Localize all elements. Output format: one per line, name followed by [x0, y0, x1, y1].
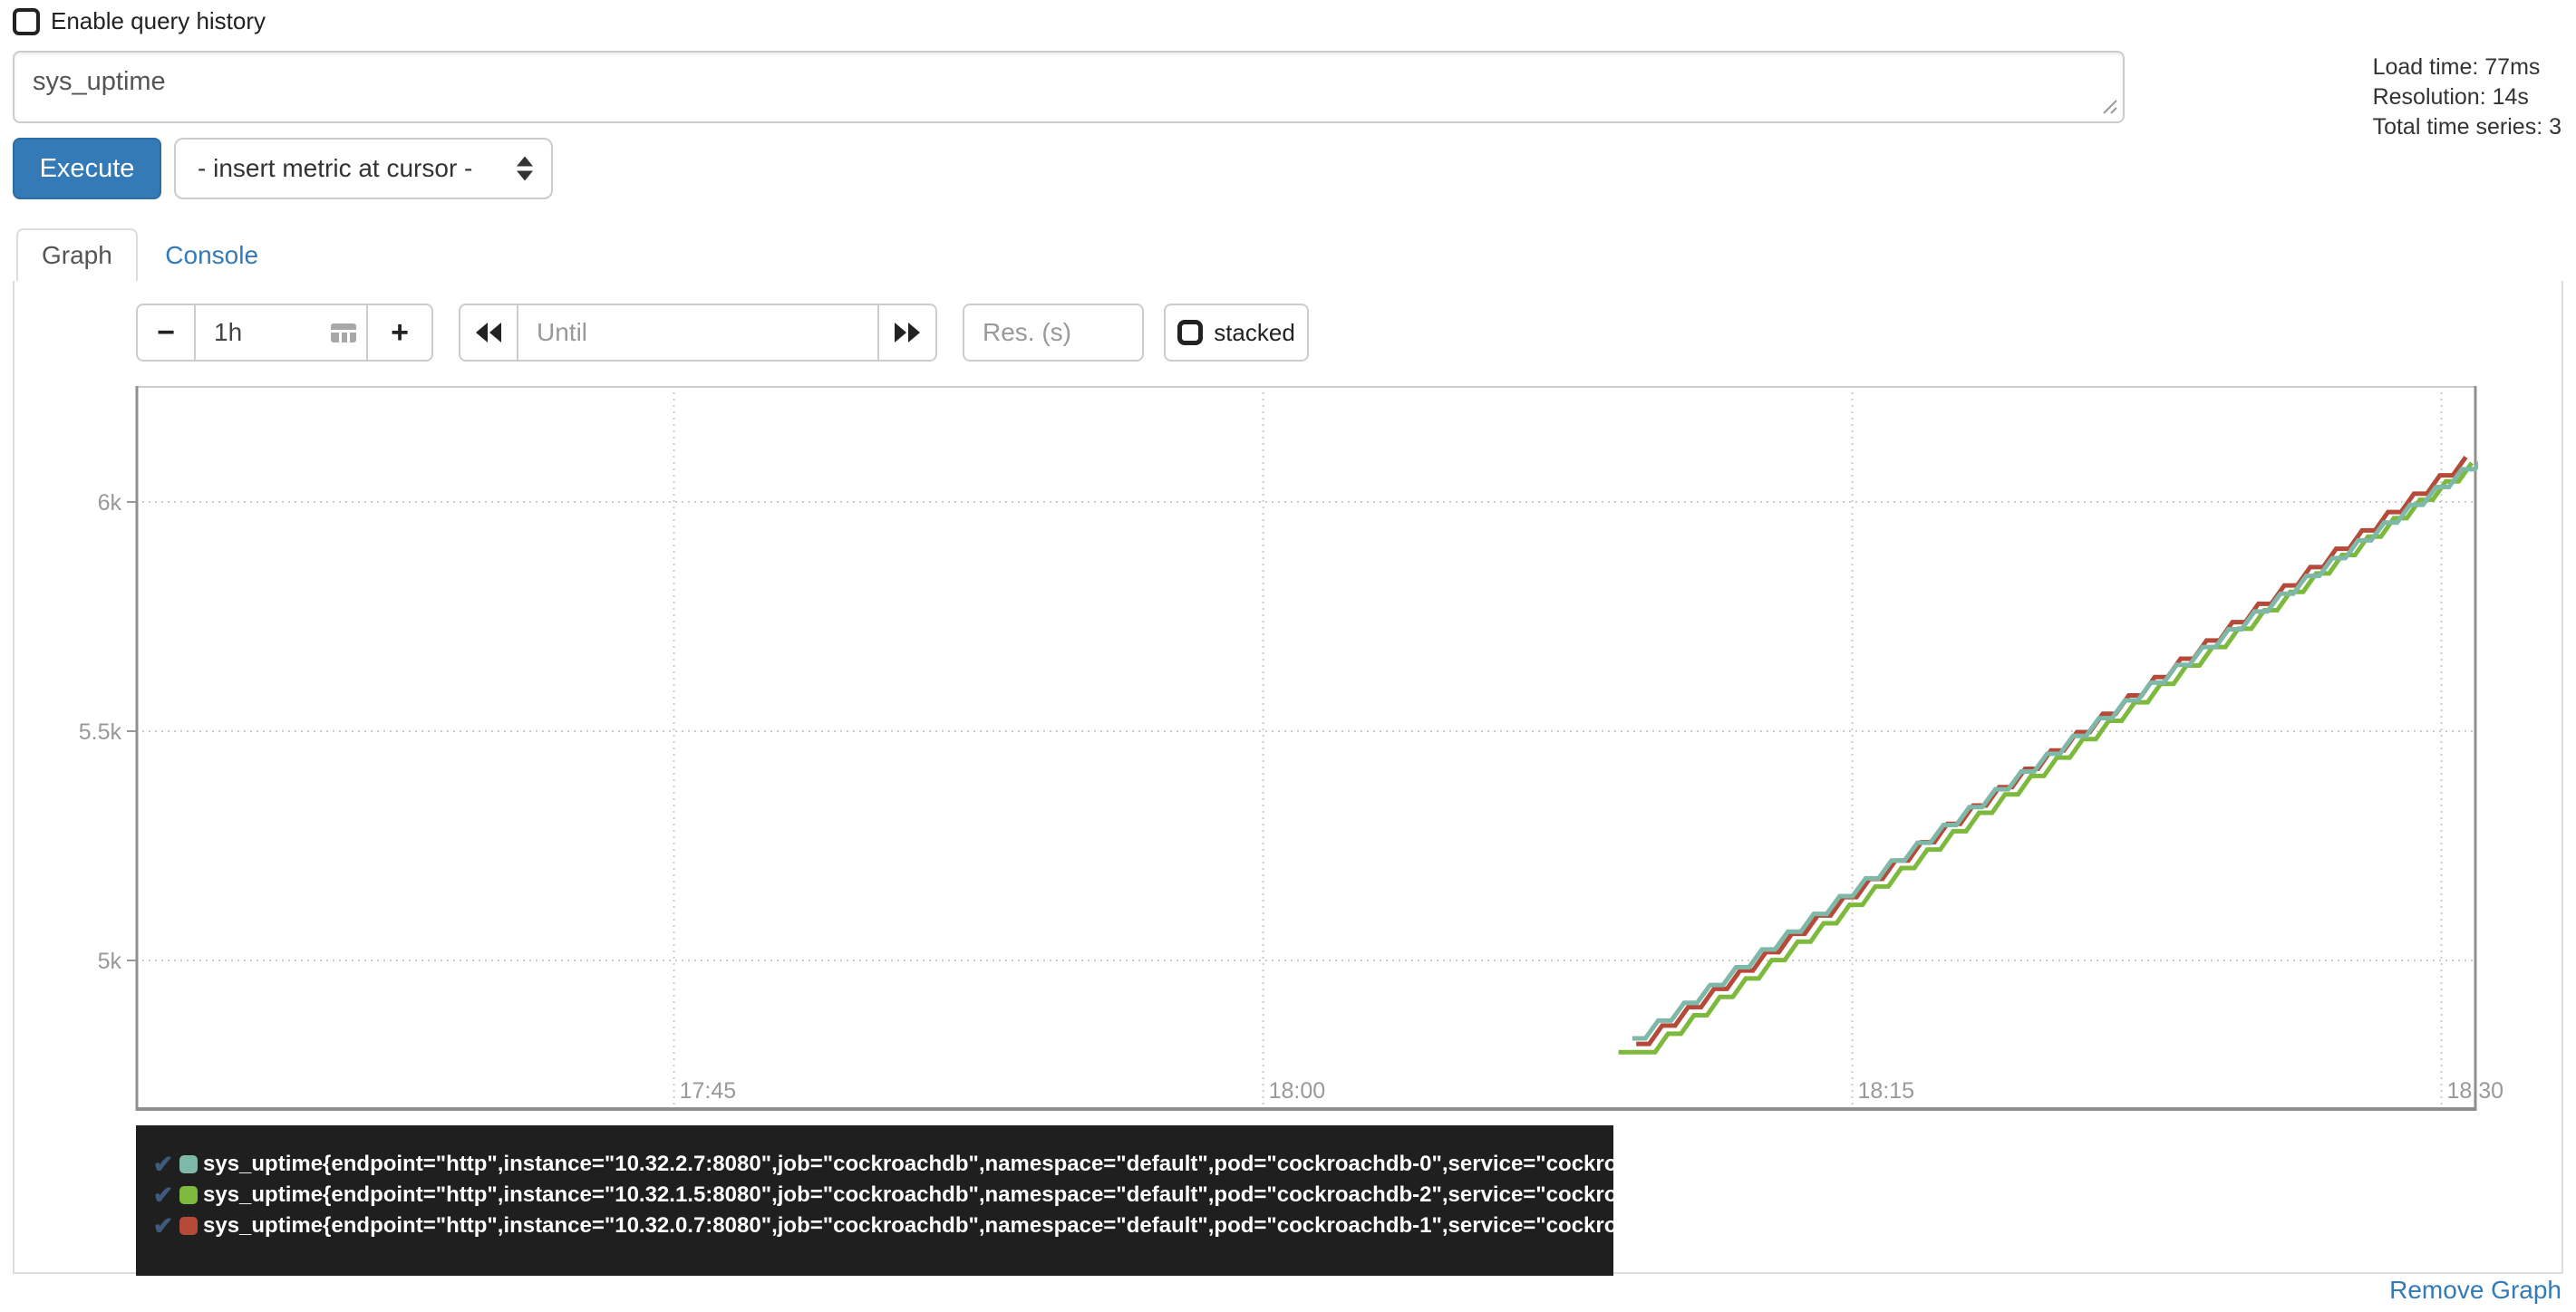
query-expression-wrap: sys_uptime: [13, 51, 2125, 123]
chart-plot[interactable]: 5k 5.5k 6k 17:45 18:00 18:15 18:30: [79, 386, 2503, 1111]
legend-item[interactable]: ✔ sys_uptime{endpoint="http",instance="10…: [149, 1180, 1700, 1211]
check-icon: ✔: [152, 1181, 174, 1209]
series-color-swatch: [179, 1155, 198, 1173]
load-time-stat: Load time: 77ms: [2372, 54, 2541, 80]
series-color-swatch: [179, 1186, 198, 1204]
time-control-group: [459, 304, 937, 362]
stacked-checkbox[interactable]: [1177, 320, 1204, 345]
legend-item[interactable]: ✔ sys_uptime{endpoint="http",instance="10…: [149, 1149, 1700, 1180]
chart-legend: ✔ sys_uptime{endpoint="http",instance="10…: [136, 1125, 1700, 1276]
graph-toolbar: − +: [136, 304, 1309, 362]
y-tick-label: 6k: [98, 490, 122, 516]
stacked-label: stacked: [1214, 318, 1295, 346]
range-increase-button[interactable]: +: [366, 304, 433, 362]
series-line-1: [1618, 461, 2474, 1055]
resolution-input[interactable]: [963, 304, 1144, 362]
total-time-series-stat: Total time series: 3: [2372, 114, 2561, 140]
x-tick-label: 17:45: [680, 1078, 737, 1104]
range-control-group: − +: [136, 304, 433, 362]
fast-forward-icon: [895, 323, 920, 342]
enable-query-history-row: Enable query history: [13, 7, 266, 35]
stacked-toggle[interactable]: stacked: [1164, 304, 1309, 362]
range-decrease-button[interactable]: −: [136, 304, 196, 362]
tab-console[interactable]: Console: [165, 241, 259, 269]
rewind-icon: [476, 323, 501, 342]
fast-forward-button[interactable]: [877, 304, 937, 362]
y-tick-label: 5.5k: [79, 719, 122, 745]
minus-icon: −: [157, 315, 175, 350]
graph-console-tabs: Graph Console: [13, 228, 2563, 283]
check-icon: ✔: [152, 1150, 174, 1178]
remove-graph-link[interactable]: Remove Graph: [2389, 1276, 2561, 1304]
query-expression-input[interactable]: sys_uptime: [13, 51, 2125, 123]
tab-graph[interactable]: Graph: [16, 228, 138, 283]
series-label: sys_uptime{endpoint="http",instance="10.…: [203, 1182, 1700, 1207]
range-input-wrap: [194, 304, 368, 362]
series-color-swatch: [179, 1217, 198, 1235]
until-input[interactable]: [517, 304, 879, 362]
check-icon: ✔: [152, 1211, 174, 1240]
y-tick-label: 5k: [98, 949, 122, 974]
x-tick-label: 18:00: [1269, 1078, 1326, 1104]
series-label: sys_uptime{endpoint="http",instance="10.…: [203, 1152, 1700, 1176]
enable-query-history-label: Enable query history: [51, 7, 266, 34]
query-stats: Load time: 77ms Resolution: 14s Total ti…: [2373, 53, 2561, 142]
execute-button[interactable]: Execute: [13, 138, 161, 199]
chevron-updown-icon: [517, 156, 533, 181]
rewind-button[interactable]: [459, 304, 518, 362]
enable-query-history-checkbox[interactable]: [13, 7, 40, 35]
legend-item[interactable]: ✔ sys_uptime{endpoint="http",instance="10…: [149, 1211, 1700, 1241]
x-tick-label: 18:15: [1858, 1078, 1915, 1104]
graph-panel: − +: [13, 281, 2563, 1276]
plus-icon: +: [391, 315, 409, 350]
metric-select-value: - insert metric at cursor -: [198, 154, 473, 182]
resolution-stat: Resolution: 14s: [2372, 84, 2529, 110]
range-input[interactable]: [194, 304, 368, 362]
metric-select[interactable]: - insert metric at cursor -: [174, 138, 553, 199]
series-label: sys_uptime{endpoint="http",instance="10.…: [203, 1213, 1700, 1238]
series-line-2: [1636, 455, 2468, 1047]
series-line-0: [1632, 460, 2478, 1041]
